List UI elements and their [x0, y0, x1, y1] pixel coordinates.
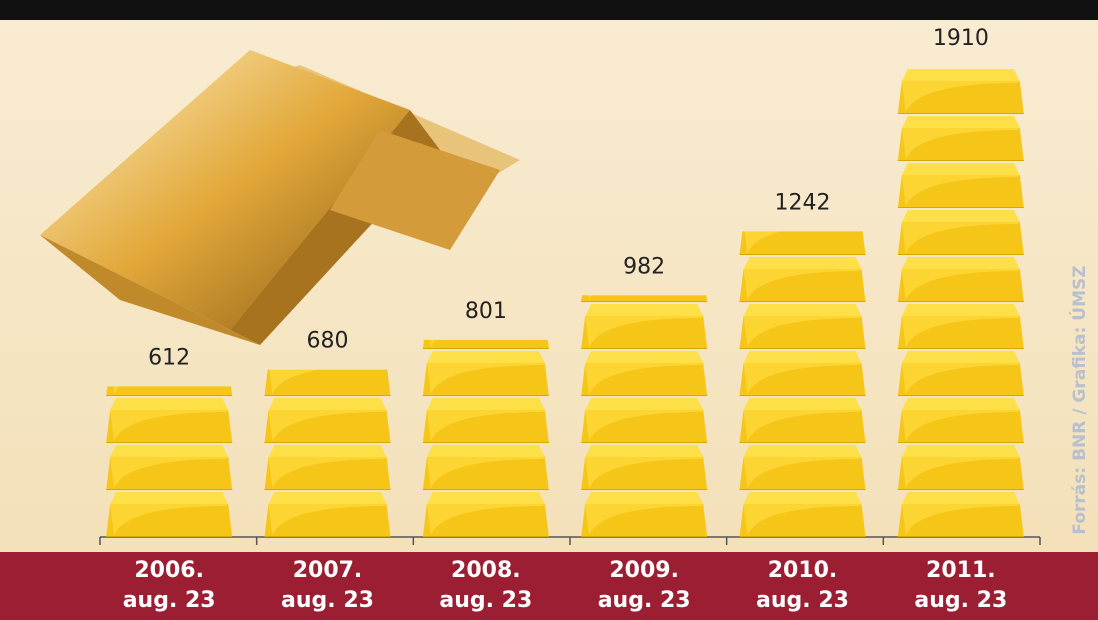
x-tick-label: 2011. aug. 23 — [914, 558, 1008, 613]
gold-bars-illustration — [40, 50, 520, 345]
value-label: 612 — [148, 345, 190, 370]
source-note: Forrás: BNR / Grafika: ÚMSZ — [1068, 265, 1090, 534]
value-label: 982 — [623, 254, 665, 279]
title-bar — [0, 0, 1098, 20]
value-label: 1242 — [775, 190, 831, 215]
value-label: 680 — [307, 329, 349, 354]
bar-stack — [422, 339, 549, 537]
bar-stack — [581, 295, 708, 537]
category-band — [0, 552, 1098, 620]
x-tick-label: 2010. aug. 23 — [756, 558, 849, 613]
x-tick-label: 2008. aug. 23 — [439, 558, 533, 613]
x-tick-label: 2006. aug. 23 — [122, 558, 216, 613]
value-label: 801 — [465, 299, 507, 324]
bar-stack — [264, 369, 391, 537]
value-label: 1910 — [933, 26, 989, 51]
bar-stack — [897, 67, 1024, 537]
x-tick-label: 2009. aug. 23 — [597, 558, 691, 613]
x-tick-label: 2007. aug. 23 — [281, 558, 374, 613]
bar-stack — [739, 231, 866, 538]
bar-stack — [106, 386, 233, 537]
